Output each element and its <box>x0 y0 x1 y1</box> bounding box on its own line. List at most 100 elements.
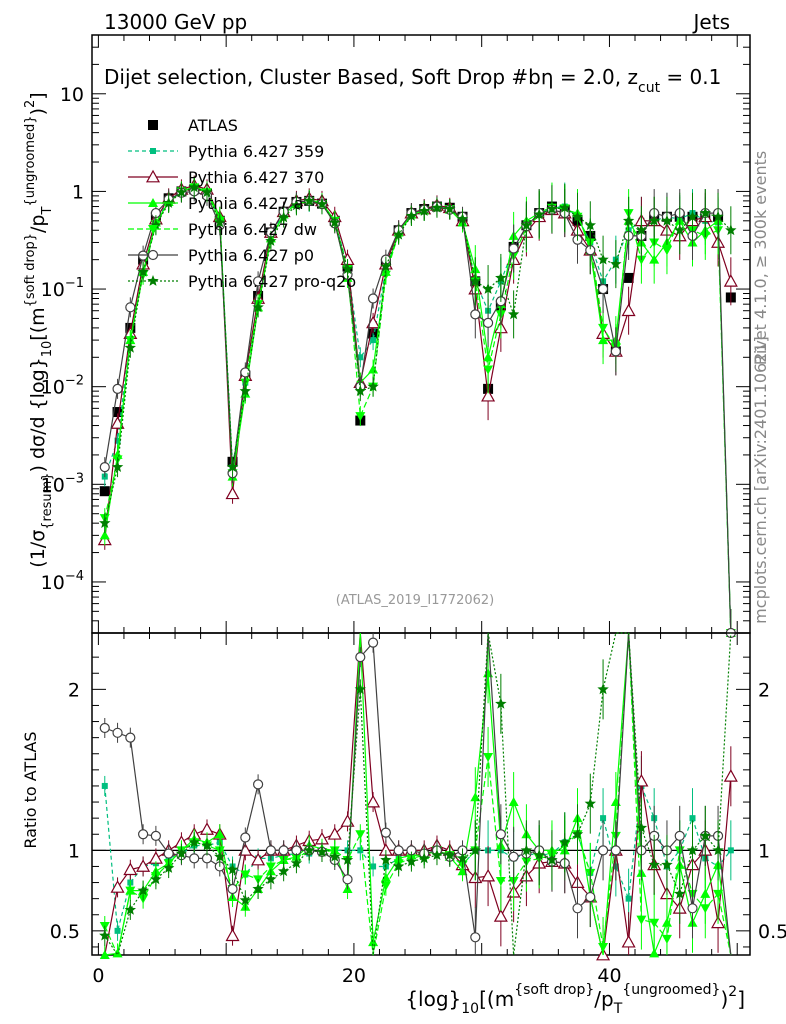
ratio-point-pythia-6-427-pro-q2o <box>239 894 251 906</box>
data-point-pythia-6-427-a <box>368 364 379 374</box>
data-point-pythia-6-427-pro-q2o <box>495 271 507 283</box>
legend-item-pythia-6-427-370: Pythia 6.427 370 <box>128 168 324 187</box>
data-point-pythia-6-427-dw <box>355 412 366 422</box>
legend-marker <box>150 148 156 154</box>
ratio-point-pythia-6-427-dw <box>240 870 251 880</box>
ratio-point-pythia-6-427-pro-q2o <box>699 829 711 841</box>
ratio-point-pythia-6-427-dw <box>125 886 136 896</box>
data-point-pythia-6-427-pro-q2o <box>214 216 226 228</box>
mcplots-label: mcplots.cern.ch [arXiv:2401.10621] <box>751 336 770 624</box>
legend-marker <box>148 198 158 207</box>
ratio-point-pythia-6-427-pro-q2o <box>456 852 469 864</box>
ratio-point-pythia-6-427-pro-q2o <box>444 849 456 860</box>
ratio-point-pythia-6-427-370 <box>621 934 636 948</box>
data-point-pythia-6-427-pro-q2o <box>239 385 251 396</box>
ratio-point-pythia-6-427-p0 <box>150 830 161 841</box>
data-point-pythia-6-427-pro-q2o <box>290 199 303 211</box>
legend-label: Pythia 6.427 370 <box>188 168 324 187</box>
ratio-y-tick-label-right: 0.5 <box>758 921 786 943</box>
data-point-pythia-6-427-p0 <box>508 243 519 254</box>
main-series-group <box>97 175 738 639</box>
ratio-point-pythia-6-427-pro-q2o <box>571 828 584 840</box>
ratio-point-pythia-6-427-a <box>214 829 225 839</box>
legend-label: Pythia 6.427 p0 <box>188 246 314 265</box>
ratio-point-pythia-6-427-pro-q2o <box>520 844 533 856</box>
ratio-point-pythia-6-427-dw <box>380 881 391 891</box>
data-point-pythia-6-427-pro-q2o <box>533 208 545 220</box>
data-point-pythia-6-427-pro-q2o <box>201 186 213 198</box>
ratio-point-pythia-6-427-pro-q2o <box>584 797 596 809</box>
analysis-label: (ATLAS_2019_I1772062) <box>336 593 494 608</box>
ratio-point-pythia-6-427-dw <box>278 856 289 866</box>
data-point-pythia-6-427-pro-q2o <box>456 213 469 224</box>
ratio-point-pythia-6-427-p0 <box>585 891 596 903</box>
data-point-pythia-6-427-pro-q2o <box>354 385 366 396</box>
data-point-pythia-6-427-p0 <box>470 309 481 320</box>
data-point-pythia-6-427-a <box>99 530 110 540</box>
ratio-panel-frame <box>91 632 751 956</box>
legend-item-pythia-6-427-dw: Pythia 6.427 dw <box>128 220 317 239</box>
data-point-pythia-6-427-pro-q2o <box>405 210 418 221</box>
data-point-pythia-6-427-pro-q2o <box>111 461 124 472</box>
data-point-pythia-6-427-pro-q2o <box>175 186 188 198</box>
ratio-point-pythia-6-427-pro-q2o <box>137 884 149 896</box>
ratio-point-pythia-6-427-359 <box>600 815 607 822</box>
ratio-point-pythia-6-427-pro-q2o <box>431 849 443 860</box>
ratio-point-pythia-6-427-p0 <box>572 903 583 914</box>
data-point-pythia-6-427-359 <box>370 337 377 344</box>
ratio-point-pythia-6-427-370 <box>723 769 738 782</box>
ratio-point-pythia-6-427-370 <box>366 794 381 808</box>
legend-label: Pythia 6.427 pro-q2o <box>188 272 356 291</box>
ratio-point-pythia-6-427-p0 <box>99 722 110 734</box>
ratio-point-pythia-6-427-dw <box>649 918 660 928</box>
ratio-point-pythia-6-427-a <box>99 950 110 959</box>
ratio-point-pythia-6-427-p0 <box>610 845 621 856</box>
ratio-y-tick-label-left: 1 <box>68 840 80 862</box>
legend-item-pythia-6-427-359: Pythia 6.427 359 <box>128 142 324 161</box>
ratio-point-pythia-6-427-dw <box>598 942 609 952</box>
ratio-point-pythia-6-427-a <box>508 797 519 807</box>
ratio-point-pythia-6-427-pro-q2o <box>674 887 686 899</box>
legend-label: Pythia 6.427 dw <box>188 220 317 239</box>
data-point-pythia-6-427-dw <box>661 246 672 256</box>
ratio-point-pythia-6-427-pro-q2o <box>418 852 430 864</box>
ratio-series-pythia-6-427-a <box>99 632 732 959</box>
ratio-series-pythia-6-427-370 <box>104 632 738 961</box>
y-tick-label: 10−4 <box>41 569 84 594</box>
ratio-point-pythia-6-427-pro-q2o <box>686 844 699 856</box>
ratio-point-pythia-6-427-pro-q2o <box>188 836 200 848</box>
ratio-point-pythia-6-427-pro-q2o <box>648 858 660 870</box>
legend-marker <box>147 249 159 261</box>
ratio-point-pythia-6-427-pro-q2o <box>329 850 341 862</box>
data-point-pythia-6-427-pro-q2o <box>571 210 584 222</box>
ratio-series-pythia-6-427-dw <box>99 632 732 957</box>
ratio-point-pythia-6-427-p0 <box>125 732 136 743</box>
data-point-pythia-6-427-359 <box>114 437 121 444</box>
ratio-point-pythia-6-427-pro-q2o <box>163 862 175 873</box>
ratio-point-pythia-6-427-dw <box>265 862 276 872</box>
ratio-point-pythia-6-427-pro-q2o <box>99 929 111 941</box>
data-point-pythia-6-427-pro-q2o <box>622 214 635 226</box>
legend-item-pythia-6-427-p0: Pythia 6.427 p0 <box>128 246 314 265</box>
x-axis-label: {log}10[(m{soft drop}/pT{ungroomed})2] <box>405 982 745 1017</box>
ratio-point-pythia-6-427-pro-q2o <box>341 854 354 865</box>
data-point-pythia-6-427-dw <box>483 365 494 375</box>
ratio-point-pythia-6-427-p0 <box>189 853 200 864</box>
ratio-point-pythia-6-427-pro-q2o <box>533 849 545 860</box>
data-point-pythia-6-427-pro-q2o <box>712 210 724 222</box>
ratio-y-tick-label-left: 0.5 <box>50 921 80 943</box>
y-tick-label: 1 <box>72 181 84 203</box>
y-tick-label: 10−2 <box>41 374 84 399</box>
ratio-line-pythia-6-427-pro-q2o <box>104 632 732 957</box>
x-tick-label: 0 <box>92 965 104 987</box>
data-point-pythia-6-427-pro-q2o <box>469 275 481 287</box>
data-point-pythia-6-427-pro-q2o <box>418 205 430 216</box>
ratio-series-group <box>99 632 738 961</box>
ratio-y-tick-label-left: 2 <box>68 679 80 701</box>
data-point-pythia-6-427-pro-q2o <box>674 224 686 236</box>
ratio-point-pythia-6-427-dw <box>713 889 724 899</box>
ratio-point-pythia-6-427-pro-q2o <box>290 857 303 869</box>
data-point-pythia-6-427-pro-q2o <box>546 203 558 214</box>
data-point-pythia-6-427-pro-q2o <box>277 211 290 223</box>
data-point-atlas <box>623 272 634 283</box>
